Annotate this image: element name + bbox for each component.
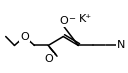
Text: −: − [68,15,75,24]
Text: K⁺: K⁺ [79,14,92,24]
Text: N: N [117,40,125,50]
Text: O: O [44,54,53,64]
Text: O: O [20,32,29,41]
Text: O: O [59,16,68,26]
